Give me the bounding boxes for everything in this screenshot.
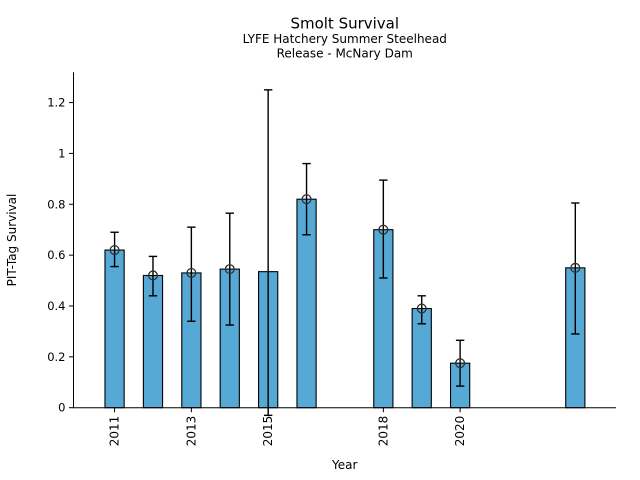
- x-tick-label-2011: 2011: [108, 416, 122, 447]
- x-tick-label-2018: 2018: [376, 416, 390, 447]
- y-tick-label-1: 1: [58, 146, 65, 160]
- x-axis-title: Year: [331, 458, 357, 472]
- chart-title: Smolt Survival: [290, 15, 399, 33]
- y-tick-label-0.6: 0.6: [47, 248, 65, 262]
- y-tick-label-0.4: 0.4: [47, 299, 65, 313]
- x-tick-label-2020: 2020: [453, 416, 467, 447]
- point-marker-2020: [455, 358, 466, 369]
- bar-2011: [104, 249, 125, 409]
- point-marker-2019: [416, 303, 427, 314]
- y-tick-label-0.8: 0.8: [47, 197, 65, 211]
- y-tick-label-0.2: 0.2: [47, 350, 65, 364]
- point-marker-2013: [186, 267, 197, 278]
- y-tick-label-0: 0: [58, 401, 65, 415]
- y-axis-title: PIT-Tag Survival: [5, 194, 19, 287]
- point-marker-2018: [378, 224, 389, 235]
- point-marker-2012: [147, 270, 159, 281]
- x-tick-label-2013: 2013: [184, 416, 198, 447]
- plot-area: 0 0.2 0.4 0.6 0.8 1 1.2 2011 2013 2015 2018 2020: [47, 72, 616, 446]
- point-marker-2014: [224, 264, 235, 275]
- chart-subtitle-line1: LYFE Hatchery Summer Steelhead: [243, 32, 447, 46]
- point-marker-2011: [109, 244, 120, 256]
- chart-subtitle-line2: Release - McNary Dam: [277, 47, 413, 61]
- y-tick-label-1.2: 1.2: [47, 96, 65, 110]
- point-marker-2023: [570, 262, 581, 273]
- point-marker-2016: [301, 194, 312, 205]
- x-tick-label-2015: 2015: [261, 416, 275, 447]
